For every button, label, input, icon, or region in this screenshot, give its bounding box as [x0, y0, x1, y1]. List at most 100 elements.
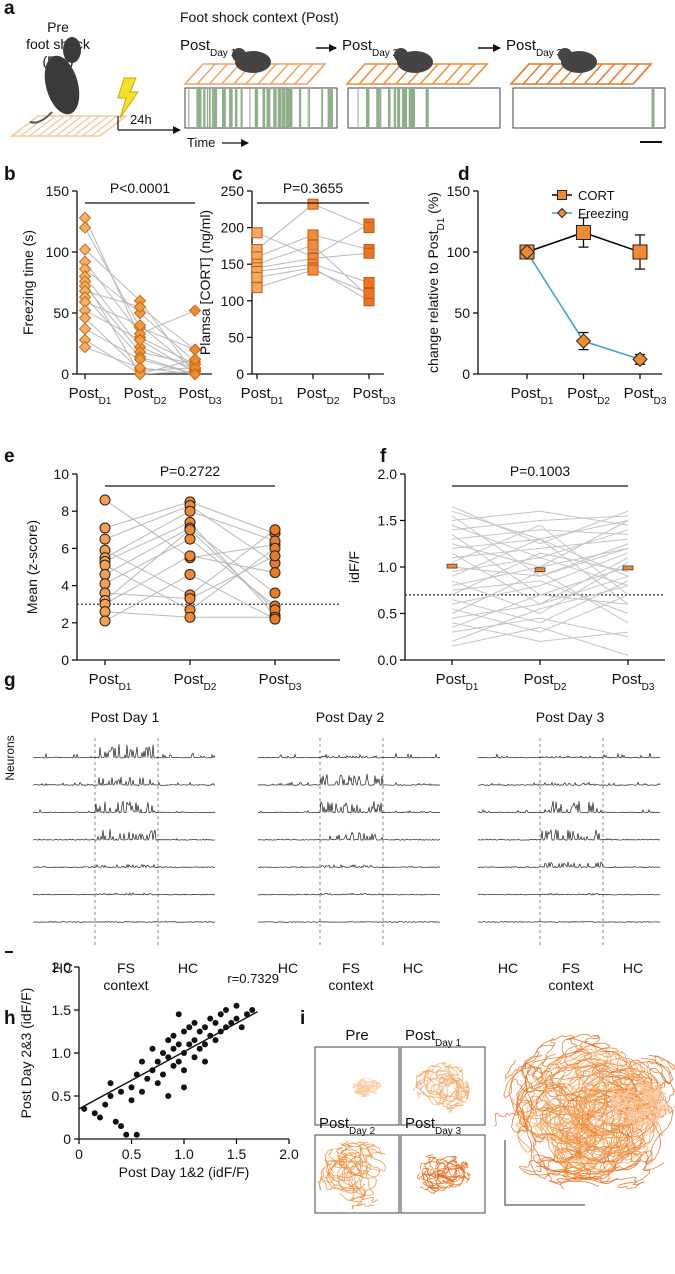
marker — [363, 277, 375, 288]
y-tick-label: 10 — [53, 466, 69, 482]
trajectory — [338, 1172, 366, 1202]
trajectory — [419, 1161, 450, 1180]
marker — [269, 524, 281, 536]
neurons-label: Neurons — [3, 735, 17, 780]
grid-bar — [294, 63, 314, 85]
point — [212, 1019, 219, 1026]
point — [118, 1123, 124, 1130]
grid-bar — [534, 63, 554, 85]
trajectory — [511, 1095, 605, 1139]
x-tick-label-subscript: D2 — [204, 682, 217, 693]
trajectory — [535, 1074, 587, 1113]
point — [154, 1058, 161, 1065]
x-tick-label: 0 — [75, 1146, 83, 1162]
calcium-trace — [257, 800, 441, 814]
subject-line — [451, 575, 629, 619]
marker — [519, 244, 535, 260]
point — [97, 1114, 103, 1121]
calcium-trace — [32, 920, 216, 923]
grid-bar — [37, 115, 65, 137]
trajectory — [320, 1166, 352, 1192]
subject-line — [451, 617, 629, 638]
trajectory — [362, 1077, 377, 1086]
trajectory — [339, 1156, 364, 1202]
y-axis-label-text: change relative to Post — [425, 230, 441, 373]
calcium-trace — [257, 892, 441, 896]
marker — [251, 282, 263, 294]
panel-letter: h — [4, 1008, 16, 1029]
mean-marker — [534, 567, 546, 573]
y-tick-label: 0 — [462, 366, 470, 382]
marker — [307, 198, 319, 210]
marker — [363, 247, 375, 259]
panel-letter: b — [4, 164, 16, 185]
trajectory — [534, 1121, 584, 1148]
grid-bar — [29, 115, 57, 137]
trajectory — [435, 1070, 454, 1104]
epoch-label: HC — [53, 960, 73, 976]
trajectory — [357, 1147, 386, 1175]
grid-bar — [620, 63, 640, 85]
x-tick-label-subscript: D2 — [597, 396, 610, 407]
trajectory — [340, 1149, 363, 1188]
calcium-trace — [257, 752, 441, 759]
point — [118, 1088, 124, 1095]
condition-label: PostDay 3 — [405, 1115, 462, 1137]
point — [128, 1097, 135, 1104]
grid-bar — [595, 63, 615, 85]
marker — [99, 494, 111, 506]
point — [196, 1045, 203, 1052]
trajectory — [368, 1079, 381, 1088]
x-tick-label-text: Post — [567, 385, 598, 402]
grid-bar — [358, 63, 378, 85]
subject-line — [451, 580, 629, 624]
grid-bar — [583, 63, 603, 85]
y-tick-label: 0 — [61, 366, 69, 382]
raster-box — [347, 87, 501, 129]
trajectory — [631, 1100, 654, 1127]
trajectory — [588, 1105, 649, 1154]
y-tick-label: 2.0 — [52, 959, 72, 975]
trajectory-box — [400, 1134, 486, 1214]
subject-line — [451, 585, 629, 642]
subject-line — [451, 571, 629, 624]
grid-bar — [547, 63, 567, 85]
point — [107, 1080, 114, 1087]
panel-letter: g — [4, 670, 16, 691]
x-tick-label-subscript: D3 — [642, 682, 655, 693]
trajectory — [547, 1109, 598, 1171]
point — [139, 1088, 145, 1095]
point — [186, 1024, 193, 1031]
column-title: Post Day 3 — [536, 709, 605, 725]
marker — [99, 606, 111, 618]
grid-bar — [370, 63, 390, 85]
session-label-text: Post — [180, 37, 211, 54]
trajectory — [640, 1091, 669, 1108]
marker — [269, 550, 281, 562]
column-title: Post Day 1 — [91, 709, 160, 725]
point — [175, 1058, 182, 1065]
y-axis-label-suffix: (%) — [425, 192, 441, 218]
y-axis-label: Freezing time (s) — [20, 230, 36, 335]
trajectory — [526, 1065, 572, 1117]
trajectory — [640, 1106, 671, 1116]
marker — [307, 229, 319, 241]
point — [175, 1011, 182, 1018]
y-tick-label: 1.5 — [52, 1002, 72, 1018]
calcium-trace — [477, 800, 661, 814]
epoch-label: context — [548, 977, 593, 993]
trajectory — [576, 1052, 610, 1123]
trajectory — [363, 1081, 378, 1089]
x-tick-label: PostD2 — [567, 385, 610, 407]
x-tick-label-text: Post — [179, 385, 210, 402]
y-tick-label: 150 — [447, 183, 471, 199]
x-tick-label: PostD3 — [353, 385, 396, 407]
y-tick-label: 8 — [61, 503, 69, 519]
subject-line — [451, 552, 629, 605]
trajectory — [426, 1167, 455, 1188]
mouse-head — [558, 48, 572, 62]
point — [191, 1037, 198, 1044]
grid-bar — [431, 63, 451, 85]
